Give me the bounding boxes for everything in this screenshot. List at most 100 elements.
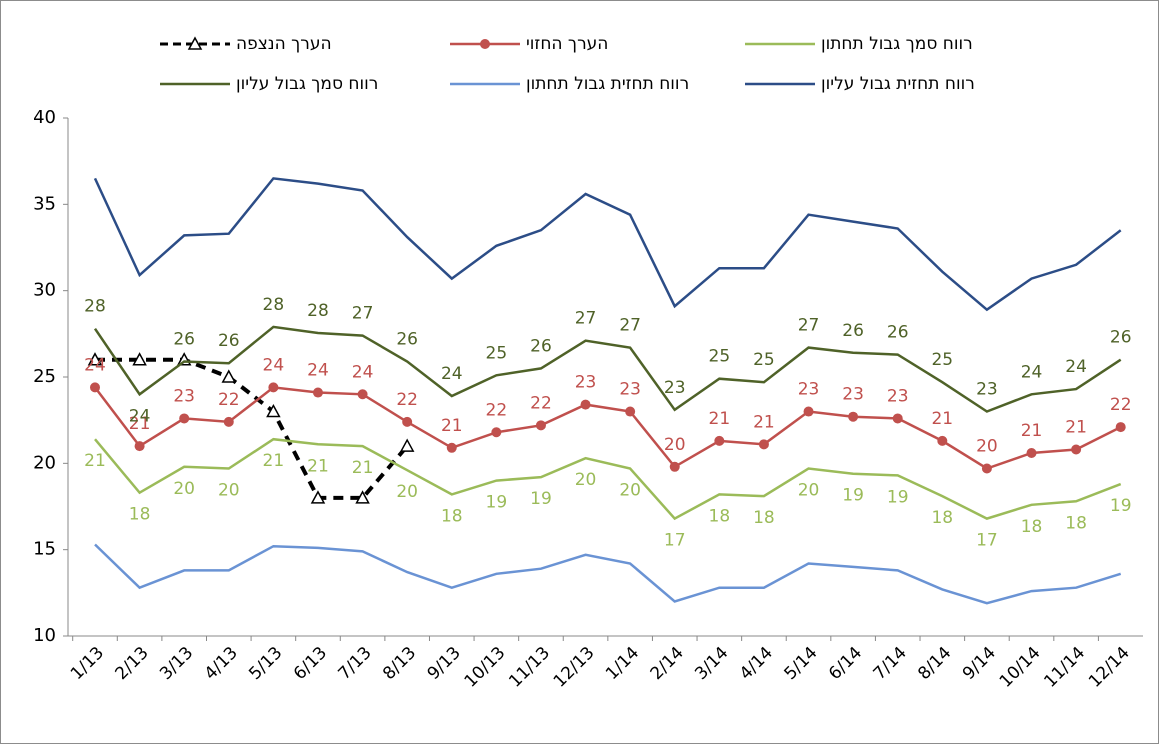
data-label: 18 (441, 506, 463, 526)
data-label: 25 (753, 350, 775, 370)
point (312, 387, 323, 398)
point (535, 420, 546, 431)
point (399, 438, 415, 452)
data-label: 23 (664, 378, 686, 398)
legend-label: הערך הנצפה (236, 34, 332, 54)
point (1115, 422, 1126, 433)
data-label: 20 (575, 470, 597, 490)
data-label: 19 (530, 489, 552, 509)
data-label: 23 (575, 373, 597, 393)
data-label: 21 (753, 412, 775, 432)
y-tick-label: 40 (33, 107, 56, 128)
data-label: 20 (619, 481, 641, 501)
data-label: 27 (352, 304, 374, 324)
point (87, 352, 103, 366)
data-label: 21 (1065, 418, 1087, 438)
point (266, 403, 281, 418)
data-label: 26 (218, 331, 240, 351)
y-tick-label: 15 (33, 539, 56, 560)
data-label: 19 (486, 493, 508, 513)
y-tick-label: 20 (33, 452, 56, 473)
point (1071, 444, 1082, 455)
data-label: 22 (530, 393, 552, 413)
legend-label: רווח תחזית גבול עליון (821, 74, 975, 94)
series-line (93, 177, 1122, 312)
point (848, 411, 859, 422)
data-label: 27 (798, 316, 820, 336)
point (803, 406, 814, 417)
point (89, 382, 100, 393)
data-label: 24 (307, 361, 329, 381)
data-label: 24 (1021, 362, 1043, 382)
point (937, 435, 948, 446)
data-label: 28 (84, 297, 106, 317)
data-label: 20 (976, 437, 998, 457)
data-label: 18 (709, 506, 731, 526)
data-label: 25 (931, 350, 953, 370)
point (223, 416, 234, 427)
data-label: 22 (1110, 395, 1132, 415)
data-label: 20 (798, 481, 820, 501)
data-label: 23 (619, 380, 641, 400)
point (310, 490, 326, 504)
data-label: 21 (307, 456, 329, 476)
point (491, 427, 502, 438)
data-label: 21 (931, 409, 953, 429)
point (981, 463, 992, 474)
y-tick-label: 35 (33, 193, 56, 214)
legend-label: רווח סמך גבול תחתון (821, 34, 973, 54)
data-label: 19 (1110, 496, 1132, 516)
data-label: 26 (1110, 328, 1132, 348)
data-label: 23 (976, 380, 998, 400)
y-tick-label: 30 (33, 280, 56, 301)
data-label: 25 (709, 347, 731, 367)
data-label: 26 (173, 329, 195, 349)
y-tick-label: 10 (33, 625, 56, 646)
point (357, 389, 368, 400)
data-label: 21 (709, 409, 731, 429)
data-label: 27 (619, 316, 641, 336)
data-label: 28 (307, 301, 329, 321)
data-label: 20 (173, 479, 195, 499)
data-label: 18 (931, 508, 953, 528)
data-label: 20 (664, 435, 686, 455)
data-label: 23 (842, 385, 864, 405)
point (714, 435, 725, 446)
data-label: 21 (352, 458, 374, 478)
data-label: 24 (84, 355, 106, 375)
data-label: 26 (842, 321, 864, 341)
data-label: 22 (396, 390, 418, 410)
data-label: 19 (842, 486, 864, 506)
data-label: 28 (263, 295, 285, 315)
data-label: 24 (441, 364, 463, 384)
data-label: 18 (129, 505, 151, 525)
data-label: 17 (976, 531, 998, 551)
data-label: 22 (218, 390, 240, 410)
point (446, 442, 457, 453)
series-line (94, 386, 1122, 470)
data-label: 21 (84, 451, 106, 471)
data-label: 23 (173, 386, 195, 406)
series-line (95, 357, 409, 500)
data-label: 18 (1065, 513, 1087, 533)
point (179, 413, 190, 424)
data-label: 24 (1065, 357, 1087, 377)
data-label: 26 (396, 329, 418, 349)
legend-marker (480, 39, 490, 49)
data-label: 21 (129, 414, 151, 434)
data-label: 18 (753, 508, 775, 528)
point (625, 406, 636, 417)
data-label: 18 (1021, 517, 1043, 537)
point (134, 441, 145, 452)
data-label: 21 (441, 416, 463, 436)
data-label: 21 (1021, 421, 1043, 441)
point (669, 461, 680, 472)
point (268, 382, 279, 393)
data-label: 20 (396, 482, 418, 502)
point (758, 439, 769, 450)
data-label: 26 (887, 323, 909, 343)
data-label: 22 (486, 400, 508, 420)
legend-label: רווח סמך גבול עליון (236, 74, 378, 94)
data-label: 23 (798, 380, 820, 400)
